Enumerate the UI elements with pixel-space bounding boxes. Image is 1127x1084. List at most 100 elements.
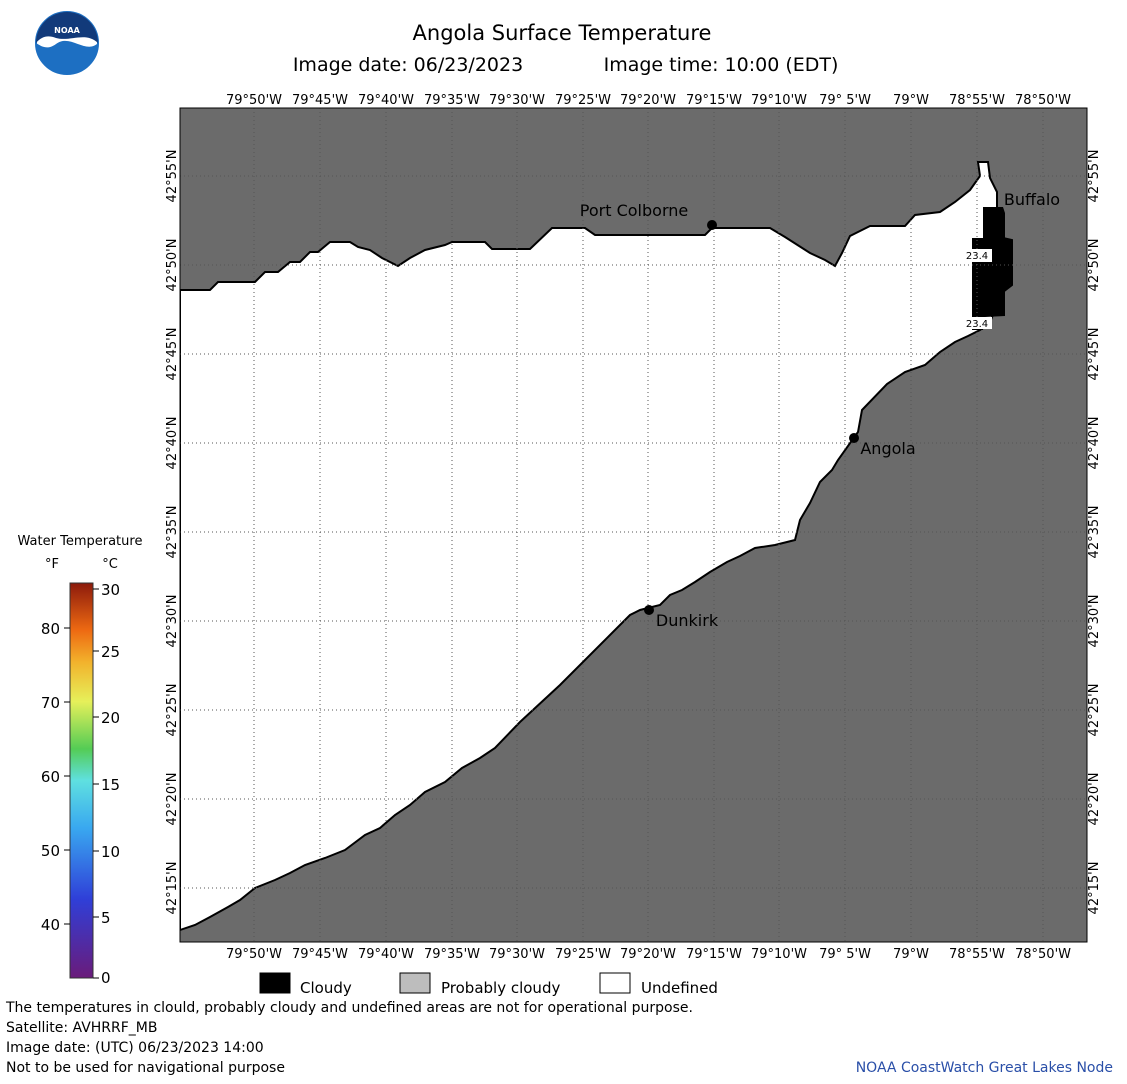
legend-c-label: 15 — [101, 776, 120, 794]
latitude-label: 42°55'N — [1087, 150, 1102, 203]
dunkirk-marker — [644, 605, 654, 615]
longitude-label: 78°55'W — [949, 93, 1005, 108]
latitude-label: 42°35'N — [1087, 506, 1102, 559]
legend-c-labels: 30 25 20 15 10 5 0 — [101, 581, 120, 987]
legend-c-label: 5 — [101, 909, 111, 927]
legend-ticks-c — [93, 588, 99, 979]
longitude-label: 79°W — [893, 93, 929, 108]
longitude-label: 79°50'W — [226, 947, 282, 962]
legend-unit-f: °F — [45, 557, 59, 572]
longitude-label: 79°40'W — [358, 947, 414, 962]
disclaimer-text: The temperatures in clould, probably clo… — [6, 1000, 693, 1016]
longitude-label: 79°45'W — [292, 947, 348, 962]
legend-ticks-f — [64, 627, 70, 925]
latitude-label: 42°20'N — [165, 773, 180, 826]
legend-f-label: 50 — [41, 842, 60, 860]
angola-marker — [849, 433, 859, 443]
latitude-labels-left: 42°55'N 42°50'N 42°45'N 42°40'N 42°35'N … — [165, 150, 180, 915]
graticule — [180, 108, 1087, 942]
legend-f-label: 60 — [41, 768, 60, 786]
svg-text:23.4: 23.4 — [966, 251, 988, 262]
port-colborne-label: Port Colborne — [580, 201, 688, 220]
longitude-labels-top: 79°50'W 79°45'W 79°40'W 79°35'W 79°30'W … — [226, 93, 1071, 108]
latitude-label: 42°40'N — [165, 417, 180, 470]
latitude-label: 42°45'N — [165, 328, 180, 381]
legend-unit-c: °C — [102, 557, 118, 572]
longitude-label: 79°35'W — [424, 93, 480, 108]
legend-c-label: 20 — [101, 709, 120, 727]
latitude-label: 42°50'N — [165, 239, 180, 292]
longitude-label: 79°20'W — [620, 93, 676, 108]
latitude-label: 42°35'N — [165, 506, 180, 559]
legend-f-labels: 80 70 60 50 40 — [41, 620, 60, 934]
longitude-label: 79°25'W — [555, 947, 611, 962]
map-title: Angola Surface Temperature — [413, 21, 712, 45]
latitude-label: 42°20'N — [1087, 773, 1102, 826]
undefined-swatch — [599, 972, 631, 994]
longitude-label: 79°15'W — [686, 93, 742, 108]
legend-c-label: 25 — [101, 643, 120, 661]
angola-label: Angola — [860, 439, 915, 458]
latitude-label: 42°30'N — [165, 595, 180, 648]
longitude-label: 78°55'W — [949, 947, 1005, 962]
longitude-label: 79° 5'W — [819, 947, 871, 962]
cloudy-key-label: Cloudy — [300, 979, 352, 997]
cloud-value-label: 23.4 — [962, 317, 992, 330]
cloud-patch — [972, 207, 1013, 330]
satellite-text: Satellite: AVHRRF_MB — [6, 1020, 158, 1036]
legend-c-label: 0 — [101, 969, 111, 987]
legend-f-label: 80 — [41, 620, 60, 638]
buffalo-label: Buffalo — [1004, 190, 1060, 209]
longitude-label: 78°50'W — [1015, 93, 1071, 108]
longitude-label: 79°25'W — [555, 93, 611, 108]
latitude-label: 42°15'N — [1087, 862, 1102, 915]
latitude-label: 42°30'N — [1087, 595, 1102, 648]
latitude-label: 42°45'N — [1087, 328, 1102, 381]
cloud-value-label: 23.4 — [962, 249, 992, 262]
probably-cloudy-key-label: Probably cloudy — [441, 979, 560, 997]
legend-c-label: 30 — [101, 581, 120, 599]
longitude-label: 79°W — [893, 947, 929, 962]
legend-f-label: 70 — [41, 694, 60, 712]
cloud-key: Cloudy Probably cloudy Undefined — [259, 972, 718, 997]
longitude-label: 79° 5'W — [819, 93, 871, 108]
legend-c-label: 10 — [101, 843, 120, 861]
map-frame — [179, 107, 1088, 943]
probably-cloudy-swatch — [399, 972, 431, 994]
latitude-label: 42°50'N — [1087, 239, 1102, 292]
latitude-labels-right: 42°55'N 42°50'N 42°45'N 42°40'N 42°35'N … — [1087, 150, 1102, 915]
color-scale-bar — [69, 582, 94, 979]
utc-date-text: Image date: (UTC) 06/23/2023 14:00 — [6, 1040, 264, 1056]
longitude-label: 79°35'W — [424, 947, 480, 962]
latitude-label: 42°25'N — [165, 684, 180, 737]
legend-title: Water Temperature — [18, 534, 143, 549]
longitude-label: 79°50'W — [226, 93, 282, 108]
logo-text: NOAA — [54, 26, 80, 35]
noaa-logo: NOAA — [35, 11, 99, 75]
longitude-labels-bottom: 79°50'W 79°45'W 79°40'W 79°35'W 79°30'W … — [226, 947, 1071, 962]
navigation-warning: Not to be used for navigational purpose — [6, 1060, 285, 1076]
longitude-label: 78°50'W — [1015, 947, 1071, 962]
credit-text: NOAA CoastWatch Great Lakes Node — [855, 1060, 1113, 1076]
longitude-label: 79°15'W — [686, 947, 742, 962]
cloudy-swatch — [259, 972, 291, 994]
latitude-label: 42°55'N — [165, 150, 180, 203]
longitude-label: 79°10'W — [751, 93, 807, 108]
longitude-label: 79°45'W — [292, 93, 348, 108]
longitude-label: 79°40'W — [358, 93, 414, 108]
image-time-label: Image time: 10:00 (EDT) — [604, 54, 839, 76]
map-area — [180, 108, 1087, 942]
port-colborne-marker — [707, 220, 717, 230]
latitude-label: 42°25'N — [1087, 684, 1102, 737]
longitude-label: 79°30'W — [489, 947, 545, 962]
svg-text:23.4: 23.4 — [966, 319, 988, 330]
image-date-label: Image date: 06/23/2023 — [293, 54, 523, 76]
latitude-label: 42°15'N — [165, 862, 180, 915]
temperature-legend: Water Temperature °F °C 80 70 60 50 40 3… — [18, 534, 143, 987]
legend-f-label: 40 — [41, 916, 60, 934]
longitude-label: 79°30'W — [489, 93, 545, 108]
longitude-label: 79°20'W — [620, 947, 676, 962]
undefined-key-label: Undefined — [641, 979, 718, 997]
latitude-label: 42°40'N — [1087, 417, 1102, 470]
